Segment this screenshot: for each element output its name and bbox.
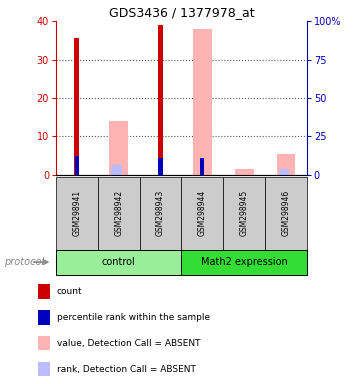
Text: rank, Detection Call = ABSENT: rank, Detection Call = ABSENT [57, 365, 196, 374]
Bar [38, 362, 50, 376]
Bar [235, 169, 253, 175]
Bar [112, 165, 122, 175]
Text: count: count [57, 287, 82, 296]
Bar [223, 177, 265, 250]
Bar [38, 284, 50, 299]
Bar [109, 121, 128, 175]
Bar [98, 177, 140, 250]
Bar [158, 158, 162, 175]
Bar [193, 29, 212, 175]
Text: protocol: protocol [4, 257, 44, 267]
Title: GDS3436 / 1377978_at: GDS3436 / 1377978_at [109, 5, 254, 18]
Bar [181, 177, 223, 250]
Bar [75, 156, 79, 175]
Bar [181, 250, 307, 275]
Bar [200, 158, 204, 175]
Bar [277, 154, 295, 175]
Bar [140, 177, 181, 250]
Bar [56, 177, 98, 250]
Bar [74, 38, 79, 175]
Text: GSM298943: GSM298943 [156, 190, 165, 236]
Text: Math2 expression: Math2 expression [201, 257, 287, 267]
Bar [38, 336, 50, 351]
Bar [279, 169, 289, 175]
Text: value, Detection Call = ABSENT: value, Detection Call = ABSENT [57, 339, 200, 348]
Bar [158, 25, 163, 175]
Text: percentile rank within the sample: percentile rank within the sample [57, 313, 210, 322]
Text: GSM298941: GSM298941 [72, 190, 81, 236]
Bar [38, 310, 50, 324]
Text: GSM298944: GSM298944 [198, 190, 207, 236]
Text: GSM298946: GSM298946 [282, 190, 291, 236]
Text: GSM298945: GSM298945 [240, 190, 249, 236]
Text: GSM298942: GSM298942 [114, 190, 123, 236]
Bar [265, 177, 307, 250]
Bar [56, 250, 181, 275]
Text: control: control [102, 257, 135, 267]
